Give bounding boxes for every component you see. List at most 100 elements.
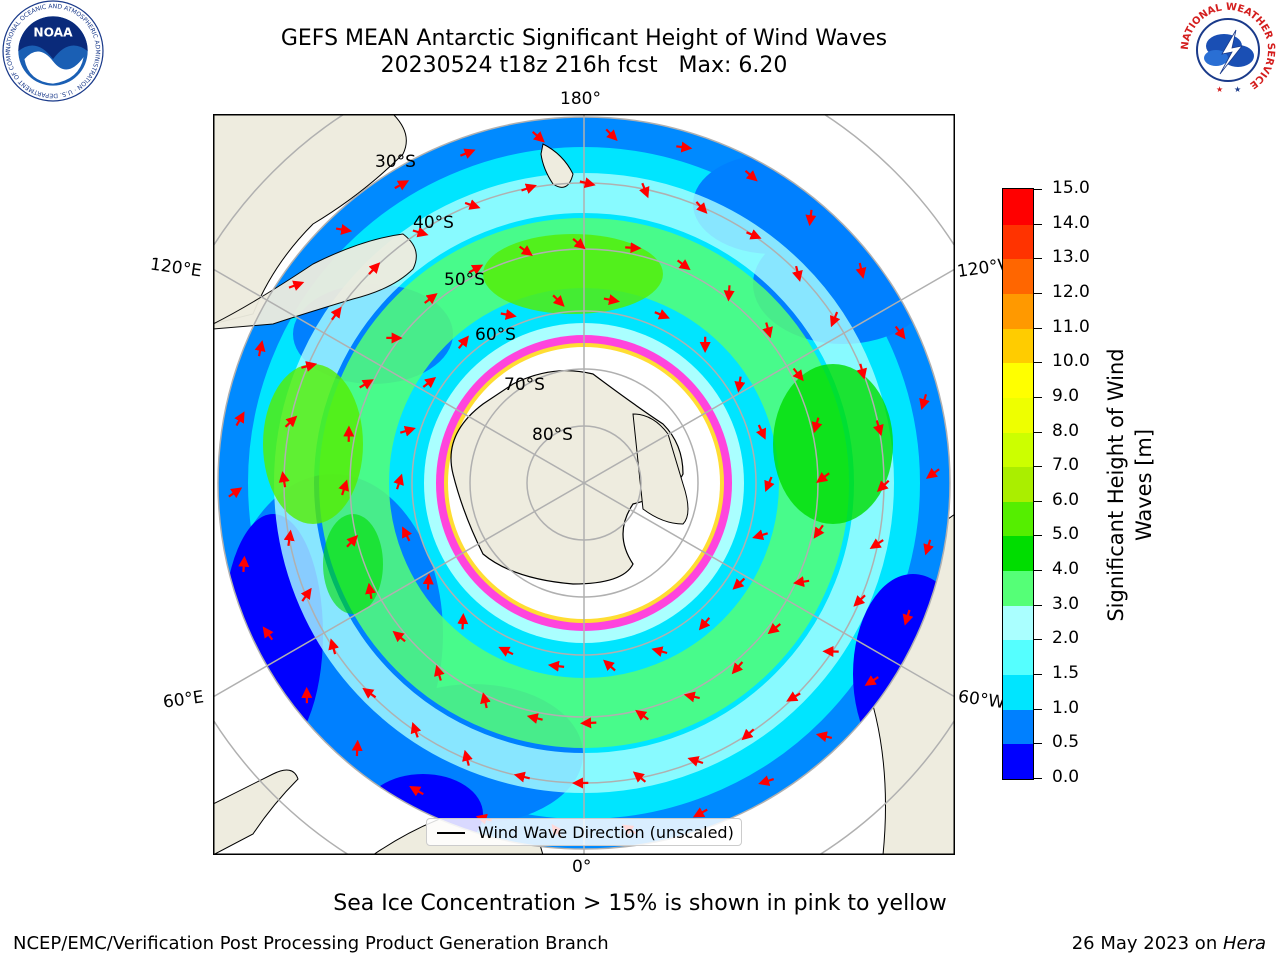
wind-wave-arrow (422, 376, 437, 389)
colorbar-tick (1034, 431, 1042, 433)
wind-wave-arrow (698, 617, 711, 631)
wind-wave-arrow (923, 539, 934, 556)
colorbar-tick (1034, 535, 1042, 537)
colorbar-tick-label: 1.5 (1052, 663, 1080, 684)
wind-wave-arrow (368, 262, 381, 275)
colorbar-tick-label: 6.0 (1052, 489, 1080, 510)
wind-wave-arrow (521, 183, 537, 194)
colorbar-tick-label: 0.0 (1052, 767, 1080, 787)
lat-label-50s: 50°S (444, 270, 485, 290)
wind-wave-arrow (639, 182, 650, 199)
lat-label-80s: 80°S (532, 425, 573, 445)
wind-wave-arrow (762, 322, 773, 339)
wind-wave-arrow (338, 479, 349, 496)
wind-wave-arrow (767, 622, 781, 635)
colorbar-tick-label: 5.0 (1052, 524, 1080, 545)
wind-wave-arrows (228, 128, 940, 838)
svg-text:★: ★ (1216, 85, 1223, 94)
wind-wave-arrow (853, 594, 866, 607)
colorbar-tick-label: 4.0 (1052, 559, 1080, 580)
colorbar-tick-label: 2.0 (1052, 628, 1080, 649)
wind-wave-arrow (793, 576, 810, 588)
wind-wave-arrow (552, 294, 565, 307)
wind-wave-arrow (683, 691, 700, 703)
colorbar-segment (1003, 501, 1033, 537)
wind-wave-arrow (572, 238, 586, 250)
wind-wave-arrow (732, 577, 746, 590)
wind-wave-arrow (346, 534, 359, 548)
colorbar-segment (1003, 293, 1033, 329)
colorbar-tick (1034, 327, 1042, 329)
wind-wave-arrow (422, 573, 434, 590)
wind-wave-arrow (393, 473, 404, 490)
wind-wave-arrow (902, 609, 914, 626)
wind-wave-arrow (300, 587, 312, 602)
polar-map (213, 114, 955, 855)
colorbar-label: Significant Height of Wind Waves [m] (1104, 348, 1156, 622)
wind-wave-arrow (925, 467, 940, 479)
colorbar-segment (1003, 431, 1033, 468)
noaa-logo: NATIONAL OCEANIC AND ATMOSPHERIC ADMINIS… (2, 0, 104, 102)
wind-wave-arrow (692, 807, 708, 818)
wind-wave-arrow (687, 756, 704, 767)
wind-wave-arrow (805, 209, 817, 227)
colorbar-tick-label: 12.0 (1052, 281, 1090, 302)
lat-label-60s: 60°S (475, 325, 516, 345)
wind-wave-arrow (894, 325, 906, 340)
wind-wave-arrow (856, 363, 868, 380)
colorbar-tick (1034, 604, 1042, 606)
wind-wave-arrow (480, 692, 491, 709)
wind-wave-arrow (744, 169, 758, 182)
colorbar-segment (1003, 362, 1033, 398)
wind-wave-arrow (829, 311, 841, 328)
wind-wave-arrow (816, 472, 830, 483)
colorbar-tick-label: 7.0 (1052, 455, 1080, 476)
colorbar-tick (1034, 292, 1042, 294)
wind-wave-arrow (468, 264, 484, 275)
wind-wave-arrow (228, 487, 243, 499)
sea-ice-footnote: Sea Ice Concentration > 15% is shown in … (333, 891, 947, 916)
colorbar-segment (1003, 570, 1033, 606)
wind-wave-arrow (603, 294, 620, 306)
wind-wave-arrow (605, 128, 618, 142)
wind-wave-arrow (876, 479, 890, 492)
wind-wave-arrow (869, 538, 884, 550)
colorbar-tick-label: 15.0 (1052, 178, 1090, 198)
wind-wave-arrow (459, 148, 476, 159)
wind-wave-arrow (464, 199, 481, 210)
wind-wave-arrow (457, 335, 469, 349)
wind-wave-arrow (752, 529, 769, 541)
colorbar-tick (1034, 258, 1042, 260)
wind-wave-arrow (301, 361, 318, 372)
lon-label-120e: 120°E (148, 254, 203, 282)
colorbar-tick (1034, 674, 1042, 676)
wind-wave-arrow (758, 775, 775, 786)
wind-wave-arrow (410, 721, 422, 738)
wind-wave-arrow (764, 476, 775, 493)
wind-wave-arrow (676, 259, 691, 271)
colorbar-tick-label: 3.0 (1052, 593, 1080, 614)
wind-wave-arrow (392, 630, 406, 643)
wind-wave-arrow (500, 309, 517, 320)
colorbar-tick (1034, 223, 1042, 225)
wind-wave-arrow (399, 425, 416, 437)
wind-wave-arrow (864, 675, 879, 686)
wind-wave-arrow (365, 582, 376, 599)
colorbar-tick-label: 13.0 (1052, 247, 1090, 268)
credit-text: NCEP/EMC/Verification Post Processing Pr… (13, 933, 609, 954)
wind-wave-arrow (755, 424, 766, 440)
wind-wave-arrow (412, 226, 429, 238)
wind-wave-arrow (359, 379, 374, 390)
wind-wave-arrow (498, 646, 514, 657)
wind-wave-arrow (855, 262, 867, 279)
wind-wave-arrow (547, 660, 565, 672)
wind-wave-arrow (462, 749, 473, 766)
wind-wave-arrow (580, 717, 597, 729)
colorbar-tick-label: 14.0 (1052, 212, 1090, 233)
colorbar-tick (1034, 466, 1042, 468)
wind-wave-arrow (262, 626, 274, 641)
colorbar-tick-label: 9.0 (1052, 385, 1080, 406)
wind-wave-arrow (434, 664, 445, 681)
lat-label-70s: 70°S (504, 375, 545, 395)
wind-wave-arrow (792, 265, 803, 282)
